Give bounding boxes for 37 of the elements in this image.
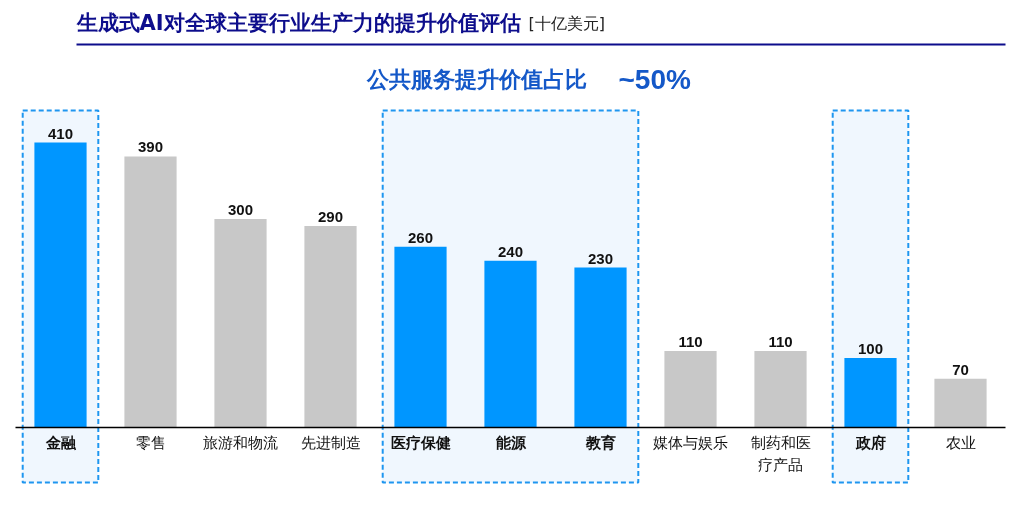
bar (304, 225, 357, 428)
data-label: 110 (678, 333, 703, 351)
bar (214, 218, 267, 428)
data-label: 410 (47, 124, 74, 142)
x-tick-label: 政府 (854, 433, 886, 452)
x-tick-label: 教育 (584, 433, 616, 452)
x-tick-label: 农业 (945, 433, 976, 452)
x-tick-label: 制药和医疗产品 (750, 433, 811, 474)
x-tick-label: 先进制造 (300, 433, 361, 452)
bar (484, 260, 537, 428)
bar (574, 267, 627, 428)
x-tick-label: 旅游和物流 (203, 433, 278, 452)
x-tick-label: 媒体与娱乐 (653, 433, 728, 452)
data-label: 70 (952, 360, 969, 378)
x-tick-label: 能源 (495, 433, 527, 452)
x-tick-label: 金融 (44, 433, 77, 452)
data-label: 260 (407, 228, 434, 246)
data-label: 290 (317, 207, 344, 225)
bar (754, 351, 807, 428)
text: [十亿美元] (528, 14, 606, 33)
bar (844, 357, 897, 428)
x-tick-label: 医疗保健 (390, 433, 451, 452)
bar (394, 246, 447, 428)
chart-title: 生成式AI对全球主要行业生产力的提升价值评估 (75, 10, 521, 35)
bar (124, 156, 177, 428)
bar (934, 378, 987, 428)
data-label: 230 (587, 249, 614, 267)
text: ~50% (618, 64, 691, 95)
x-tick-label: 零售 (135, 433, 166, 452)
data-label: 100 (857, 339, 884, 357)
data-label: 300 (227, 200, 254, 218)
data-label: 110 (768, 333, 793, 351)
bar (34, 142, 87, 428)
bar (664, 351, 717, 428)
chart-subtitle: 公共服务提升价值占比 (365, 67, 587, 92)
data-label: 240 (497, 242, 524, 260)
data-label: 390 (137, 138, 164, 156)
